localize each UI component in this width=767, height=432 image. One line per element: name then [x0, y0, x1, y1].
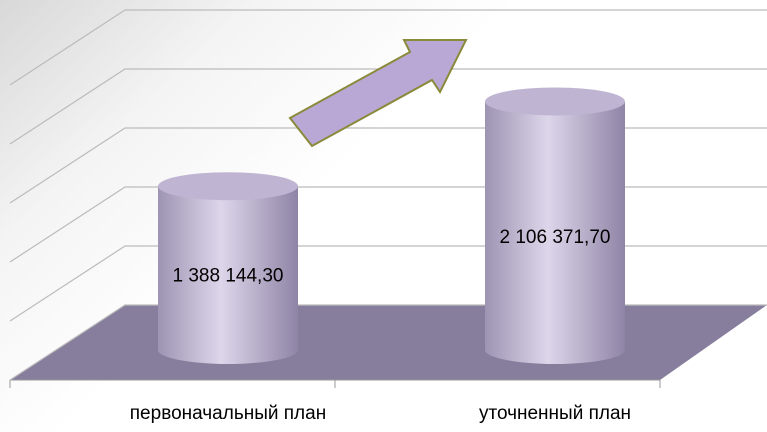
bar-top — [158, 172, 298, 201]
bar — [485, 101, 625, 364]
value-label: 2 106 371,70 — [500, 227, 611, 248]
floor — [10, 305, 767, 380]
bar-top — [485, 87, 625, 116]
x-tick-label: первоначальный план — [130, 403, 326, 424]
grid-line — [9, 68, 767, 145]
grid-line — [9, 9, 767, 86]
x-tick-label: уточненный план — [479, 403, 631, 424]
arrow — [288, 39, 468, 148]
value-label: 1 388 144,30 — [173, 265, 284, 286]
bar — [158, 186, 298, 364]
